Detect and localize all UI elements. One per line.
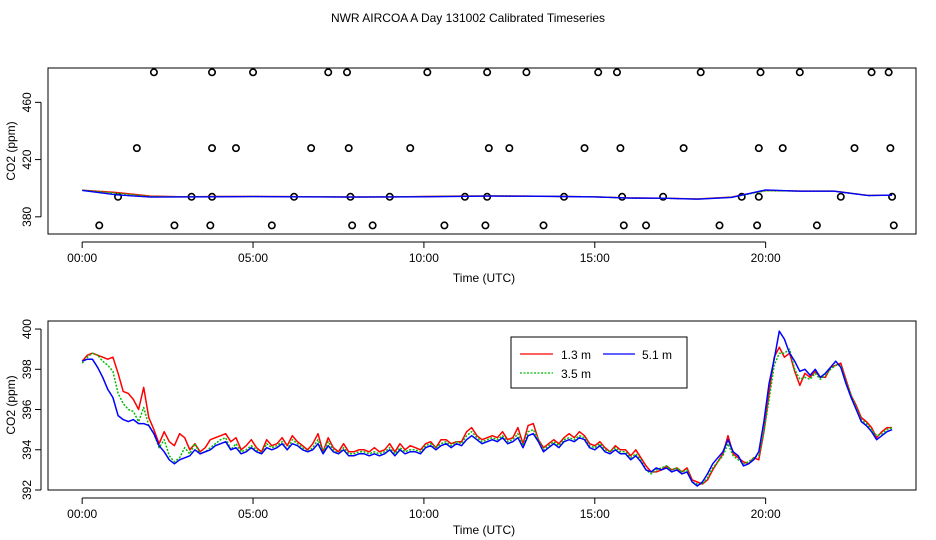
calibration-point xyxy=(580,144,589,153)
top-x-tick-label: 00:00 xyxy=(67,251,97,265)
calibration-point xyxy=(348,221,357,230)
bottom-y-axis: 392 394 396 398 400 xyxy=(20,319,42,500)
calibration-point xyxy=(889,221,898,230)
top-y-axis-label: CO2 (ppm) xyxy=(4,121,18,180)
calibration-point xyxy=(642,221,651,230)
calibration-point xyxy=(679,144,688,153)
top-series-line-3-5-m xyxy=(82,189,893,200)
top-x-axis: 00:00 05:00 10:00 15:00 20:00 xyxy=(67,241,781,265)
calibration-point xyxy=(812,221,821,230)
bottom-x-axis: 00:00 05:00 10:00 15:00 20:00 xyxy=(67,497,781,521)
calibration-point xyxy=(754,192,763,201)
calibration-point xyxy=(149,68,158,77)
calibration-point xyxy=(406,144,415,153)
bottom-x-tick-label: 00:00 xyxy=(67,507,97,521)
calibration-point xyxy=(836,192,845,201)
calibration-point xyxy=(795,68,804,77)
legend: 1.3 m 3.5 m 5.1 m xyxy=(510,336,688,389)
bottom-y-tick-label: 396 xyxy=(20,399,34,419)
calibration-point xyxy=(886,144,895,153)
calibration-point xyxy=(539,221,548,230)
calibration-point xyxy=(696,68,705,77)
calibration-point xyxy=(267,221,276,230)
calibration-point xyxy=(344,144,353,153)
legend-box xyxy=(510,336,688,389)
bottom-y-axis-label: CO2 (ppm) xyxy=(4,375,18,434)
calibration-point xyxy=(483,68,492,77)
bottom-series-line-5-1-m xyxy=(81,330,893,487)
calibration-point xyxy=(423,68,432,77)
calibration-point xyxy=(95,221,104,230)
calibration-point xyxy=(754,144,763,153)
bottom-x-tick-label: 15:00 xyxy=(580,507,610,521)
calibration-point xyxy=(208,68,217,77)
calibration-point xyxy=(440,221,449,230)
bottom-plot-frame xyxy=(47,320,917,491)
top-series-line-1-3-m xyxy=(82,189,893,200)
bottom-series-line-3-5-m xyxy=(81,348,893,485)
calibration-point xyxy=(778,144,787,153)
calibration-point xyxy=(715,221,724,230)
bottom-series-line-1-3-m xyxy=(81,346,893,485)
top-y-tick-label: 460 xyxy=(20,92,34,112)
calibration-point xyxy=(884,68,893,77)
calibration-point xyxy=(612,68,621,77)
bottom-x-tick-label: 05:00 xyxy=(238,507,268,521)
calibration-point xyxy=(753,221,762,230)
bottom-y-tick-label: 392 xyxy=(20,480,34,500)
legend-label-3-5m: 3.5 m xyxy=(561,367,591,381)
top-y-axis: 380 420 460 xyxy=(20,92,42,227)
calibration-point xyxy=(231,144,240,153)
calibration-point xyxy=(481,221,490,230)
calibration-point xyxy=(522,68,531,77)
top-y-tick-label: 380 xyxy=(20,206,34,226)
calibration-point xyxy=(888,192,897,201)
calibration-point xyxy=(659,192,668,201)
calibration-point xyxy=(616,144,625,153)
calibration-point xyxy=(505,144,514,153)
calibration-point xyxy=(132,144,141,153)
calibration-point xyxy=(594,68,603,77)
calibration-point xyxy=(208,144,217,153)
top-series-line-5-1-m xyxy=(82,189,893,200)
top-calibration-points xyxy=(95,68,898,230)
top-plot-frame xyxy=(47,67,917,235)
legend-label-1-3m: 1.3 m xyxy=(561,348,591,362)
calibration-point xyxy=(618,192,627,201)
calibration-point xyxy=(170,221,179,230)
figure-title: NWR AIRCOA A Day 131002 Calibrated Times… xyxy=(331,11,605,25)
calibration-point xyxy=(368,221,377,230)
top-x-tick-label: 15:00 xyxy=(580,251,610,265)
calibration-point xyxy=(619,221,628,230)
calibration-point xyxy=(206,221,215,230)
top-x-tick-label: 05:00 xyxy=(238,251,268,265)
top-panel: 00:00 05:00 10:00 15:00 20:00 380 420 460 Time… xyxy=(4,67,917,285)
top-x-axis-label: Time (UTC) xyxy=(453,271,515,285)
bottom-y-tick-label: 398 xyxy=(20,359,34,379)
calibration-point xyxy=(737,192,746,201)
bottom-panel: 00:00 05:00 10:00 15:00 20:00 392 394 396 398 40… xyxy=(4,319,917,537)
bottom-series-lines xyxy=(81,330,893,487)
calibration-point xyxy=(850,144,859,153)
bottom-x-tick-label: 10:00 xyxy=(409,507,439,521)
calibration-point xyxy=(324,68,333,77)
calibration-point xyxy=(867,68,876,77)
calibration-point xyxy=(343,68,352,77)
bottom-x-axis-label: Time (UTC) xyxy=(453,523,515,537)
bottom-x-tick-label: 20:00 xyxy=(751,507,781,521)
top-x-tick-label: 10:00 xyxy=(409,251,439,265)
top-y-tick-label: 420 xyxy=(20,149,34,169)
calibration-point xyxy=(307,144,316,153)
calibration-point xyxy=(756,68,765,77)
bottom-y-tick-label: 394 xyxy=(20,439,34,459)
calibration-point xyxy=(249,68,258,77)
legend-label-5-1m: 5.1 m xyxy=(642,348,672,362)
bottom-y-tick-label: 400 xyxy=(20,319,34,339)
calibration-point xyxy=(484,144,493,153)
top-series-lines xyxy=(82,189,893,200)
top-x-tick-label: 20:00 xyxy=(751,251,781,265)
